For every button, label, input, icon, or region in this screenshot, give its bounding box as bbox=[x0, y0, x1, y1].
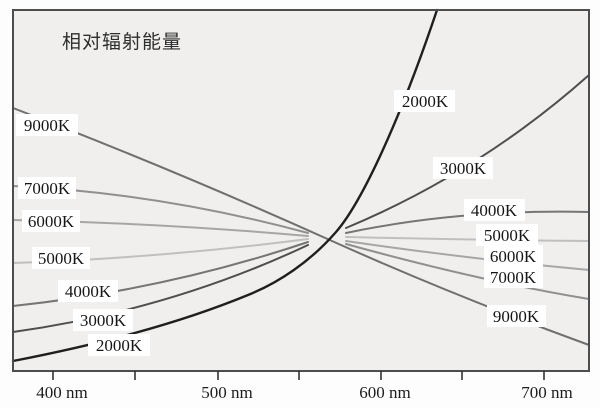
x-tick-label-500: 500 nm bbox=[201, 383, 252, 402]
label-bg bbox=[88, 334, 150, 356]
label-bg bbox=[22, 210, 80, 232]
label-left-5000k: 5000K bbox=[32, 247, 90, 269]
curve-5000k-right bbox=[345, 236, 590, 242]
label-left-4000k: 4000K bbox=[58, 280, 118, 302]
curve-7000k-right bbox=[345, 243, 590, 300]
label-right-4000k: 4000K bbox=[464, 199, 525, 221]
curve-6000k-right bbox=[345, 240, 590, 271]
curve-4000k-right bbox=[345, 210, 590, 234]
plot-frame bbox=[12, 9, 590, 372]
label-text: 9000K bbox=[493, 307, 540, 326]
curve-4000k-left bbox=[12, 241, 309, 307]
label-text: 2000K bbox=[402, 92, 449, 111]
label-bg bbox=[18, 177, 76, 199]
label-right-9000k: 9000K bbox=[487, 305, 546, 327]
label-text: 3000K bbox=[440, 159, 487, 178]
label-bg bbox=[58, 280, 118, 302]
label-text: 2000K bbox=[96, 336, 143, 355]
label-bg bbox=[464, 199, 525, 221]
label-bg bbox=[394, 90, 455, 112]
x-tick-label-600: 600 nm bbox=[359, 383, 410, 402]
label-right-5000k: 5000K bbox=[476, 224, 538, 246]
label-right-7000k: 7000K bbox=[484, 266, 543, 288]
x-axis-labels: 400 nm 500 nm 600 nm 700 nm bbox=[36, 383, 572, 402]
temp-labels-right: 2000K 3000K 4000K 5000K 6000K 7000K 9000… bbox=[394, 90, 546, 327]
label-left-9000k: 9000K bbox=[16, 114, 78, 136]
label-text: 4000K bbox=[471, 201, 518, 220]
label-text: 7000K bbox=[490, 268, 537, 287]
x-tick-label-700: 700 nm bbox=[521, 383, 572, 402]
label-text: 6000K bbox=[490, 247, 537, 266]
label-right-2000k: 2000K bbox=[394, 90, 455, 112]
label-left-6000k: 6000K bbox=[22, 210, 80, 232]
label-text: 3000K bbox=[80, 311, 127, 330]
label-left-2000k: 2000K bbox=[88, 334, 150, 356]
label-text: 7000K bbox=[24, 179, 71, 198]
label-bg bbox=[484, 245, 543, 267]
label-text: 5000K bbox=[484, 226, 531, 245]
label-left-3000k: 3000K bbox=[73, 309, 133, 331]
x-axis-ticks bbox=[52, 371, 545, 380]
label-text: 6000K bbox=[28, 212, 75, 231]
temp-labels-left: 9000K 7000K 6000K 5000K 4000K 3000K 2000… bbox=[16, 114, 150, 356]
label-left-7000k: 7000K bbox=[18, 177, 76, 199]
x-tick-label-400: 400 nm bbox=[36, 383, 87, 402]
label-bg bbox=[73, 309, 133, 331]
label-text: 9000K bbox=[24, 116, 71, 135]
label-bg bbox=[484, 266, 543, 288]
label-bg bbox=[433, 157, 493, 179]
label-right-6000k: 6000K bbox=[484, 245, 543, 267]
label-text: 5000K bbox=[38, 249, 85, 268]
label-bg bbox=[476, 224, 538, 246]
label-bg bbox=[16, 114, 78, 136]
curve-3000k-left bbox=[12, 244, 309, 333]
label-text: 4000K bbox=[65, 282, 112, 301]
label-bg bbox=[487, 305, 546, 327]
label-bg bbox=[32, 247, 90, 269]
chart-title: 相对辐射能量 bbox=[62, 31, 182, 53]
label-right-3000k: 3000K bbox=[433, 157, 493, 179]
